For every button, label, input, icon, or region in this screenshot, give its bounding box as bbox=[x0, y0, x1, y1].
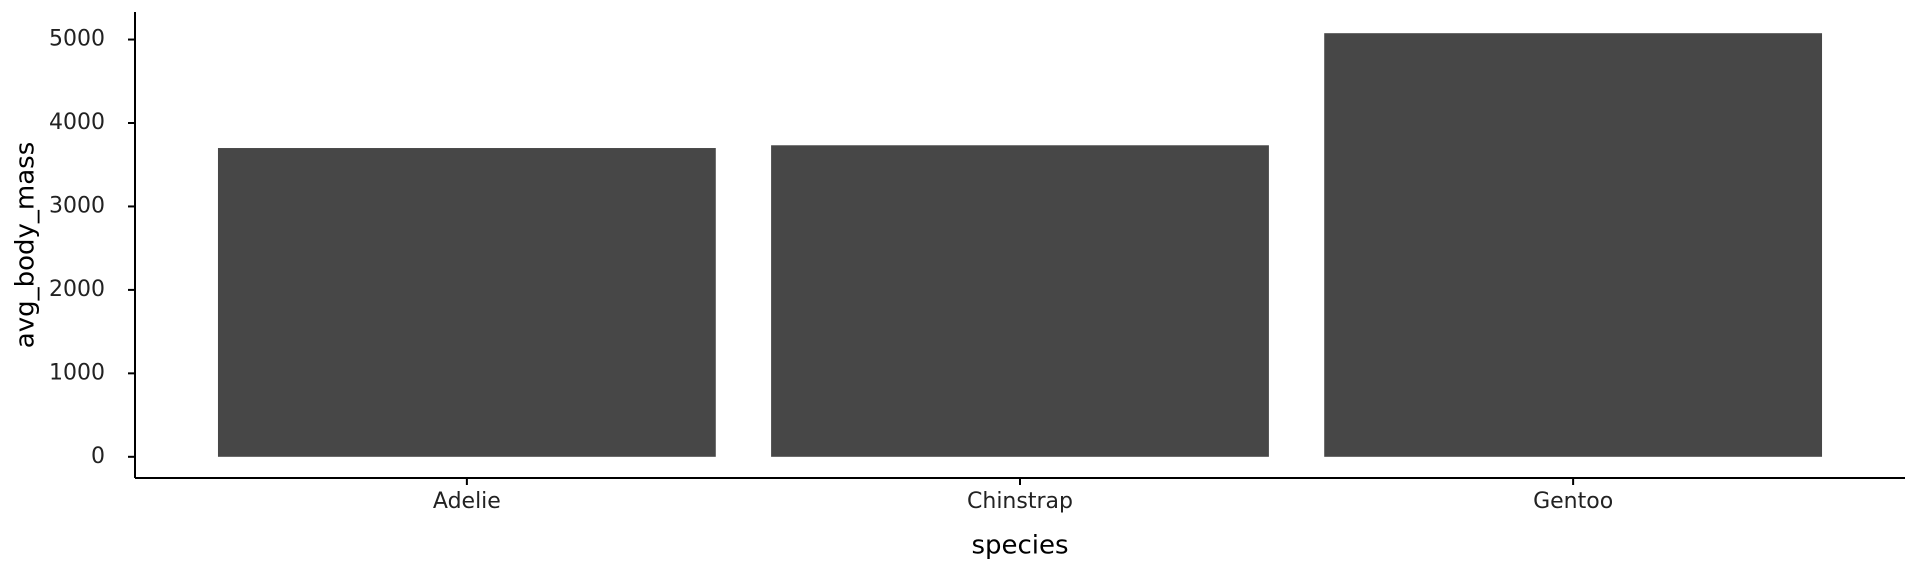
y-tick-label: 0 bbox=[91, 444, 105, 469]
bar bbox=[771, 145, 1269, 457]
x-axis-title: species bbox=[971, 531, 1068, 561]
y-axis-title: avg_body_mass bbox=[11, 142, 41, 348]
y-tick-label: 3000 bbox=[49, 193, 105, 218]
y-tick-label: 4000 bbox=[49, 110, 105, 135]
x-tick-label: Adelie bbox=[433, 489, 501, 514]
y-tick-label: 5000 bbox=[49, 27, 105, 52]
bar bbox=[217, 148, 716, 457]
x-tick-label: Chinstrap bbox=[967, 489, 1073, 514]
y-tick-label: 1000 bbox=[49, 360, 105, 385]
y-tick-label: 2000 bbox=[49, 277, 105, 302]
x-tick-label: Gentoo bbox=[1533, 489, 1613, 514]
bar bbox=[1324, 33, 1823, 457]
